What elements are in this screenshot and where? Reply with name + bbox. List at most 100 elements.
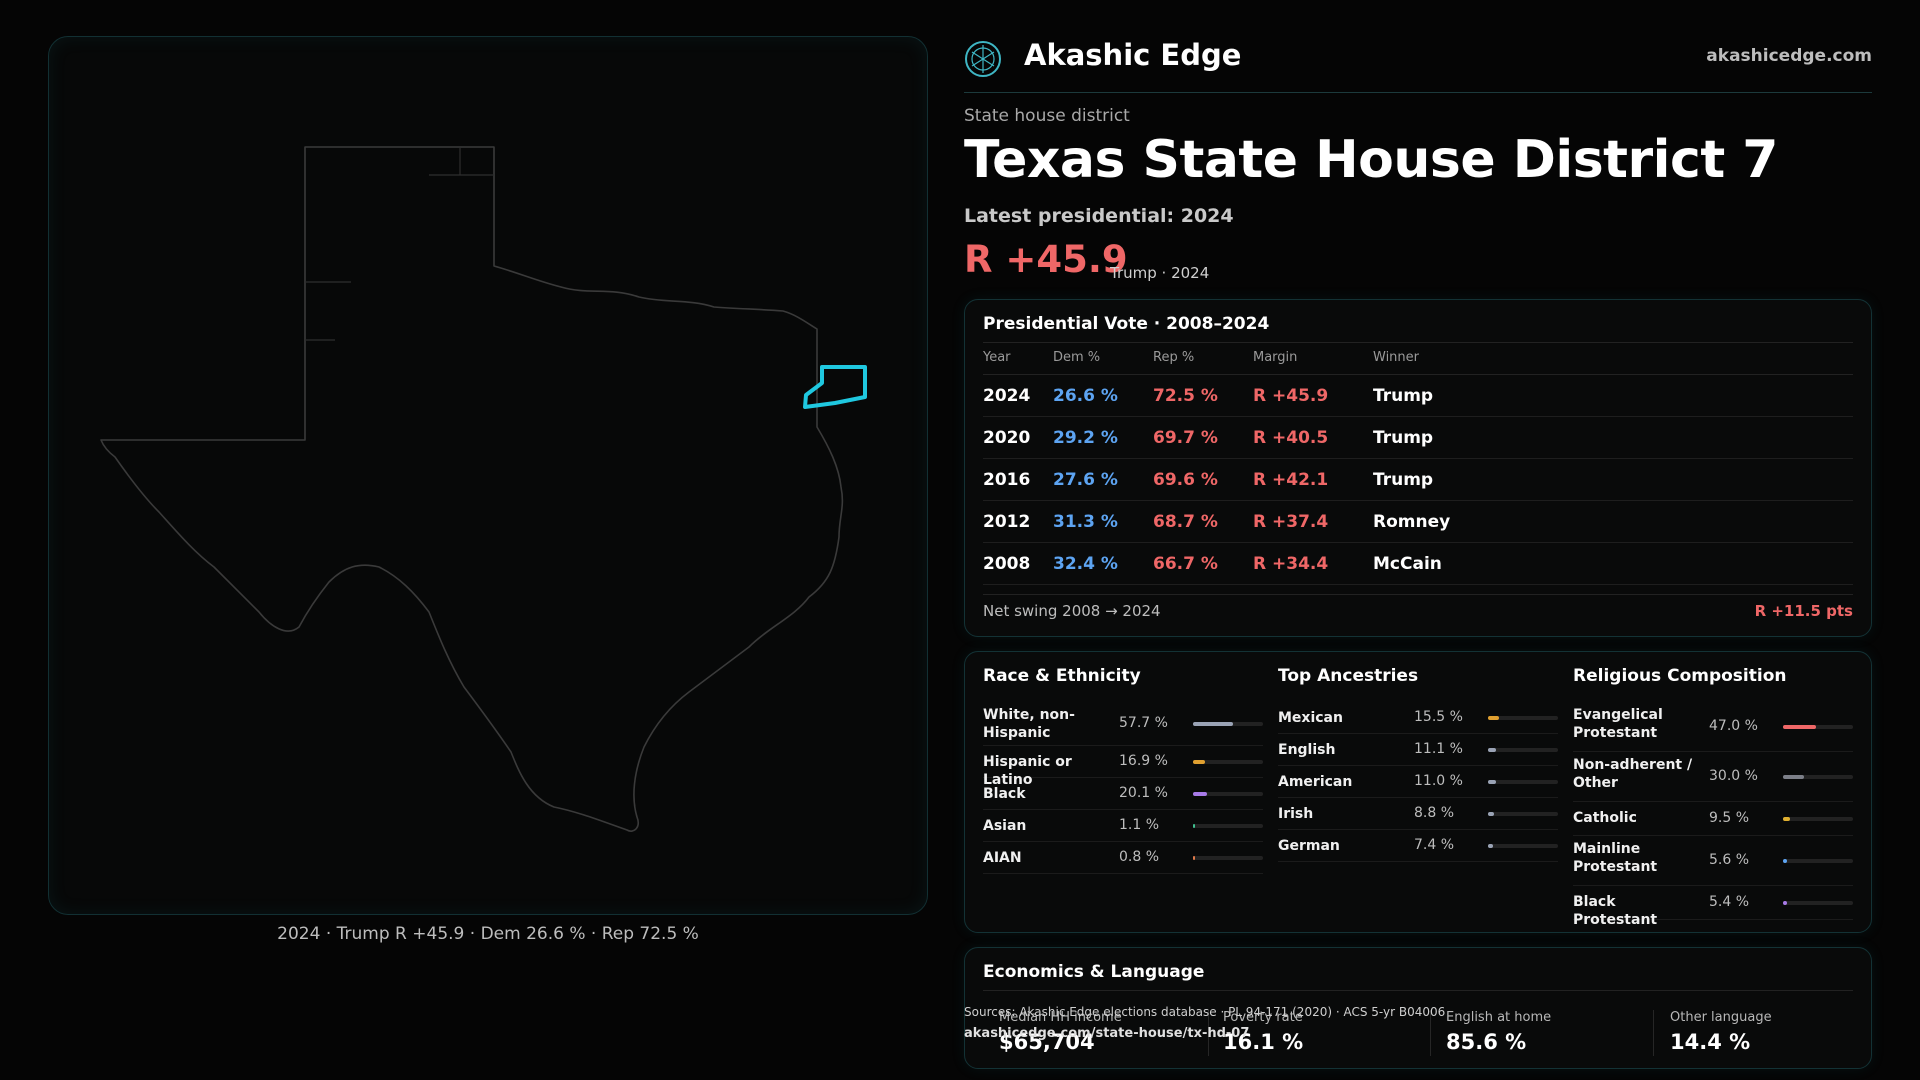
demo-column: Top Ancestries Mexican 15.5 % English 11.1 %…	[1278, 652, 1558, 934]
col-header-rep: Rep %	[1153, 350, 1195, 365]
demo-item[interactable]: German 7.4 %	[1278, 830, 1558, 862]
akashic-emblem-icon[interactable]	[964, 40, 1002, 78]
econ-separator	[1208, 1010, 1209, 1056]
demo-item-value: 11.0 %	[1414, 773, 1463, 789]
col-header-winner: Winner	[1373, 350, 1420, 365]
demo-item[interactable]: Black 20.1 %	[983, 778, 1263, 810]
demo-item-label: English	[1278, 742, 1336, 758]
demo-item[interactable]: AIAN 0.8 %	[983, 842, 1263, 874]
vote-table-footer-rule	[983, 594, 1853, 595]
page-title: Texas State House District 7	[964, 130, 1778, 190]
cell-rep: 66.7 %	[1153, 554, 1218, 574]
demo-item-bar-fill	[1783, 725, 1816, 729]
demo-item-bar-track	[1783, 775, 1853, 779]
econ-value: 14.4 %	[1670, 1030, 1751, 1054]
demo-item-bar-track	[1783, 817, 1853, 821]
demo-item-bar-track	[1488, 716, 1558, 720]
district-highlight[interactable]	[803, 365, 867, 409]
demo-item[interactable]: Non-adherent / Other 30.0 %	[1573, 752, 1853, 802]
demo-column-title: Religious Composition	[1573, 666, 1787, 686]
cell-margin: R +37.4	[1253, 512, 1329, 532]
demo-item[interactable]: American 11.0 %	[1278, 766, 1558, 798]
cell-winner: Trump	[1373, 386, 1434, 406]
cell-year: 2024	[983, 386, 1031, 406]
net-swing-label: Net swing 2008 → 2024	[983, 602, 1161, 620]
demo-item-bar-fill	[1193, 722, 1234, 726]
demo-item-value: 7.4 %	[1414, 837, 1455, 853]
demo-item-bar-fill	[1783, 901, 1787, 905]
demo-item-label: Hispanic or Latino	[983, 754, 1072, 788]
demo-item-bar-track	[1783, 901, 1853, 905]
demo-item-bar-fill	[1488, 844, 1494, 848]
brand-header: Akashic Edge akashicedge.com	[964, 36, 1872, 92]
demo-item-label: AIAN	[983, 850, 1022, 866]
texas-map[interactable]	[49, 37, 929, 916]
demo-item[interactable]: White, non-Hispanic 57.7 %	[983, 702, 1263, 746]
page-url-link[interactable]: akashicedge.com/state-house/tx-hd-07	[964, 1026, 1250, 1041]
demo-column-title: Top Ancestries	[1278, 666, 1419, 686]
table-row[interactable]: 2012 31.3 % 68.7 % R +37.4 Romney	[983, 501, 1853, 543]
demo-item-value: 57.7 %	[1119, 715, 1168, 731]
econ-value: 85.6 %	[1446, 1030, 1527, 1054]
demo-item-bar-track	[1193, 856, 1263, 860]
map-panel[interactable]	[48, 36, 928, 915]
cell-rep: 68.7 %	[1153, 512, 1218, 532]
cell-margin: R +42.1	[1253, 470, 1329, 490]
presidential-vote-card: Presidential Vote · 2008–2024 Year Dem %…	[964, 299, 1872, 637]
cell-winner: Trump	[1373, 470, 1434, 490]
map-caption: 2024 · Trump R +45.9 · Dem 26.6 % · Rep …	[277, 924, 699, 944]
demo-item-bar-track	[1488, 812, 1558, 816]
brand-name[interactable]: Akashic Edge	[1024, 38, 1242, 72]
demo-item-label: Mexican	[1278, 710, 1343, 726]
demo-item-value: 0.8 %	[1119, 849, 1160, 865]
col-header-dem: Dem %	[1053, 350, 1101, 365]
demo-item-label: Evangelical Protestant	[1573, 707, 1663, 741]
brand-url-link[interactable]: akashicedge.com	[1706, 46, 1872, 66]
demo-item-bar-track	[1193, 824, 1263, 828]
demo-item-value: 16.9 %	[1119, 753, 1168, 769]
demo-column-title: Race & Ethnicity	[983, 666, 1141, 686]
econ-label: Poverty rate	[1223, 1010, 1303, 1025]
demo-item-bar-track	[1488, 748, 1558, 752]
col-header-margin: Margin	[1253, 350, 1298, 365]
demo-item[interactable]: Evangelical Protestant 47.0 %	[1573, 702, 1853, 752]
latest-margin: R +45.9	[964, 238, 1128, 281]
econ-value: 16.1 %	[1223, 1030, 1304, 1054]
econ-separator	[1653, 1010, 1654, 1056]
demo-item[interactable]: Mexican 15.5 %	[1278, 702, 1558, 734]
cell-year: 2016	[983, 470, 1031, 490]
demo-item[interactable]: Mainline Protestant 5.6 %	[1573, 836, 1853, 886]
cell-dem: 29.2 %	[1053, 428, 1118, 448]
demo-item-bar-track	[1488, 844, 1558, 848]
texas-outline	[100, 146, 844, 832]
cell-dem: 27.6 %	[1053, 470, 1118, 490]
demo-item[interactable]: Catholic 9.5 %	[1573, 802, 1853, 836]
table-row[interactable]: 2020 29.2 % 69.7 % R +40.5 Trump	[983, 417, 1853, 459]
county-lines	[305, 147, 494, 341]
demo-item-bar-fill	[1488, 748, 1496, 752]
demo-item[interactable]: Irish 8.8 %	[1278, 798, 1558, 830]
demo-item-value: 5.6 %	[1709, 852, 1750, 868]
demo-item-label: Non-adherent / Other	[1573, 757, 1693, 791]
vote-table-title: Presidential Vote · 2008–2024	[983, 314, 1270, 334]
table-row[interactable]: 2024 26.6 % 72.5 % R +45.9 Trump	[983, 375, 1853, 417]
demo-item-label: Irish	[1278, 806, 1314, 822]
table-row[interactable]: 2016 27.6 % 69.6 % R +42.1 Trump	[983, 459, 1853, 501]
econ-label: English at home	[1446, 1010, 1552, 1025]
demo-item-bar-track	[1783, 725, 1853, 729]
demo-item-bar-fill	[1488, 780, 1496, 784]
table-row[interactable]: 2008 32.4 % 66.7 % R +34.4 McCain	[983, 543, 1853, 585]
header-divider	[964, 92, 1872, 93]
cell-year: 2008	[983, 554, 1031, 574]
cell-rep: 69.7 %	[1153, 428, 1218, 448]
demo-item-label: Asian	[983, 818, 1027, 834]
demo-item-label: Black Protestant	[1573, 894, 1658, 928]
demo-item[interactable]: Hispanic or Latino 16.9 %	[983, 746, 1263, 788]
demo-item[interactable]: Asian 1.1 %	[983, 810, 1263, 842]
demo-item[interactable]: English 11.1 %	[1278, 734, 1558, 766]
demo-item[interactable]: Black Protestant 5.4 %	[1573, 886, 1853, 928]
demo-item-bar-fill	[1193, 856, 1195, 860]
sources-line: Sources: Akashic Edge elections database…	[964, 1005, 1446, 1019]
demo-item-bar-fill	[1783, 775, 1804, 779]
cell-winner: McCain	[1373, 554, 1442, 574]
